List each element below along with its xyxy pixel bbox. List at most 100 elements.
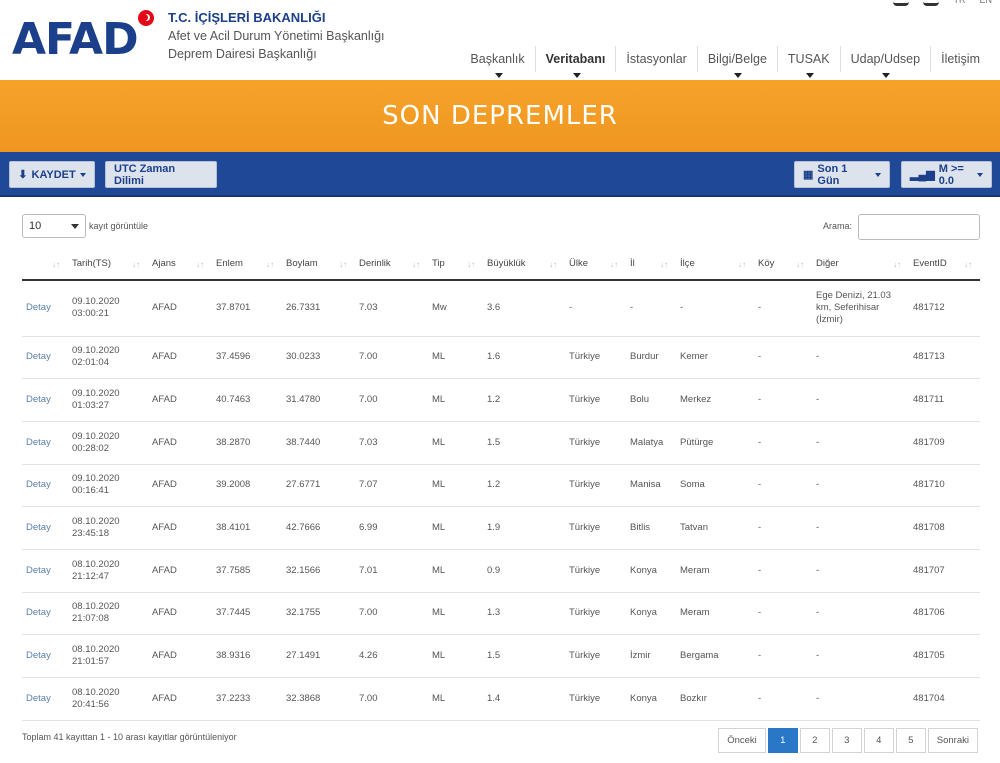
nav-item-3[interactable]: Bilgi/Belge [696, 46, 777, 78]
column-header[interactable]: EventID ↓↑ [909, 248, 980, 281]
detail-link[interactable]: Detay [22, 677, 68, 721]
nav-item-label: Başkanlık [470, 52, 525, 66]
detail-link[interactable]: Detay [22, 464, 68, 508]
afad-logo[interactable]: AFAD [12, 14, 139, 65]
table-controls: 10 kayıt görüntüle Arama: [22, 214, 980, 240]
nav-item-0[interactable]: Başkanlık [460, 46, 534, 78]
toolbar: ⬇ KAYDET UTC Zaman Dilimi ▦ Son 1 Gün ▂▄… [0, 152, 1000, 197]
column-header-label: EventID [913, 258, 947, 269]
column-header[interactable]: Büyüklük ↓↑ [483, 248, 565, 281]
column-header[interactable]: İl ↓↑ [626, 248, 676, 281]
sort-icon: ↓↑ [964, 260, 972, 269]
table-row: Detay 09.10.2020 02:01:04 AFAD 37.4596 30.02… [22, 336, 980, 380]
table-cell: Konya [626, 592, 676, 636]
table-cell: 7.03 [355, 280, 428, 337]
sort-icon: ↓↑ [132, 260, 140, 269]
period-label: Son 1 Gün [817, 162, 848, 187]
table-cell: AFAD [148, 506, 212, 550]
nav-item-1[interactable]: Veritabanı [534, 46, 616, 78]
table-cell: 1.9 [483, 506, 565, 550]
nav-item-4[interactable]: TUSAK [776, 46, 840, 78]
page-button-3[interactable]: 3 [831, 728, 862, 753]
table-cell: ML [428, 464, 483, 508]
nav-item-label: Udap/Udsep [850, 52, 921, 66]
detail-link[interactable]: Detay [22, 506, 68, 550]
column-header[interactable]: Derinlik ↓↑ [355, 248, 428, 281]
nav-item-6[interactable]: İletişim [930, 46, 990, 72]
detail-link[interactable]: Detay [22, 421, 68, 465]
column-header[interactable]: Tarih(TS) ↓↑ [68, 248, 148, 281]
phone-icon[interactable] [893, 0, 910, 6]
detail-link[interactable]: Detay [22, 549, 68, 593]
nav-item-label: Veritabanı [545, 52, 606, 66]
column-header[interactable]: Ajans ↓↑ [148, 248, 212, 281]
table-cell: ML [428, 506, 483, 550]
magnitude-dropdown-button[interactable]: ▂▄▆ M >= 0.0 [901, 161, 992, 188]
period-dropdown-button[interactable]: ▦ Son 1 Gün [794, 161, 890, 188]
sort-icon: ↓↑ [738, 260, 746, 269]
column-header[interactable]: ↓↑ [22, 248, 68, 281]
lang-tr-link[interactable]: TR [953, 0, 966, 5]
caret-down-icon [572, 73, 581, 78]
search-input[interactable] [858, 214, 980, 240]
column-header[interactable]: Tip ↓↑ [428, 248, 483, 281]
sort-icon: ↓↑ [549, 260, 557, 269]
caret-down-icon [79, 172, 86, 177]
detail-link[interactable]: Detay [22, 592, 68, 636]
earthquakes-table: ↓↑ Tarih(TS) ↓↑ Ajans ↓↑ Enlem ↓↑ Boylam ↓↑ Derin… [22, 248, 980, 721]
page-button-1[interactable]: 1 [767, 728, 798, 753]
sort-icon: ↓↑ [196, 260, 204, 269]
next-page-button[interactable]: Sonraki [927, 728, 978, 753]
table-cell: AFAD [148, 336, 212, 380]
table-cell: 7.07 [355, 464, 428, 508]
download-icon: ⬇ [18, 169, 28, 181]
table-cell: 1.4 [483, 677, 565, 721]
column-header[interactable]: Boylam ↓↑ [282, 248, 355, 281]
detail-link[interactable]: Detay [22, 280, 68, 337]
save-dropdown-button[interactable]: ⬇ KAYDET [9, 161, 95, 188]
table-cell: 30.0233 [282, 336, 355, 380]
save-label: KAYDET [31, 168, 76, 181]
column-header[interactable]: İlçe ↓↑ [676, 248, 754, 281]
table-cell: 27.1491 [282, 634, 355, 678]
agency-name: Afet ve Acil Durum Yönetimi Başkanlığı [168, 29, 385, 43]
table-cell: AFAD [148, 280, 212, 337]
table-cell: Türkiye [565, 592, 626, 636]
table-cell: - [812, 336, 909, 380]
table-cell: - [676, 280, 754, 337]
detail-link[interactable]: Detay [22, 336, 68, 380]
turkish-flag-icon [138, 10, 154, 26]
sort-icon: ↓↑ [339, 260, 347, 269]
table-cell: 1.6 [483, 336, 565, 380]
lang-en-link[interactable]: EN [979, 0, 992, 5]
detail-link[interactable]: Detay [22, 634, 68, 678]
column-header-label: Diğer [816, 258, 839, 269]
column-header-label: Köy [758, 258, 775, 269]
table-cell: 4.26 [355, 634, 428, 678]
page-size-select[interactable]: 10 [22, 214, 86, 238]
table-cell: 09.10.2020 00:28:02 [68, 421, 148, 465]
page-button-4[interactable]: 4 [863, 728, 894, 753]
table-cell: Türkiye [565, 549, 626, 593]
ministry-name: T.C. İÇİŞLERİ BAKANLIĞI [168, 10, 326, 25]
column-header[interactable]: Diğer ↓↑ [812, 248, 909, 281]
table-cell: - [754, 634, 812, 678]
column-header-label: Tip [432, 258, 445, 269]
table-cell: Bergama [676, 634, 754, 678]
column-header[interactable]: Ülke ↓↑ [565, 248, 626, 281]
table-cell: Soma [676, 464, 754, 508]
page-button-5[interactable]: 5 [895, 728, 926, 753]
table-cell: - [812, 378, 909, 422]
utc-timezone-button[interactable]: UTC Zaman Dilimi [105, 161, 217, 188]
nav-item-label: Bilgi/Belge [707, 52, 767, 66]
nav-item-label: TUSAK [787, 52, 830, 66]
column-header[interactable]: Enlem ↓↑ [212, 248, 282, 281]
page-button-2[interactable]: 2 [799, 728, 830, 753]
previous-page-button[interactable]: Önceki [718, 728, 766, 753]
detail-link[interactable]: Detay [22, 378, 68, 422]
social-icon[interactable] [923, 0, 940, 6]
table-cell: 1.5 [483, 634, 565, 678]
nav-item-5[interactable]: Udap/Udsep [839, 46, 931, 78]
nav-item-2[interactable]: İstasyonlar [615, 46, 696, 72]
column-header[interactable]: Köy ↓↑ [754, 248, 812, 281]
